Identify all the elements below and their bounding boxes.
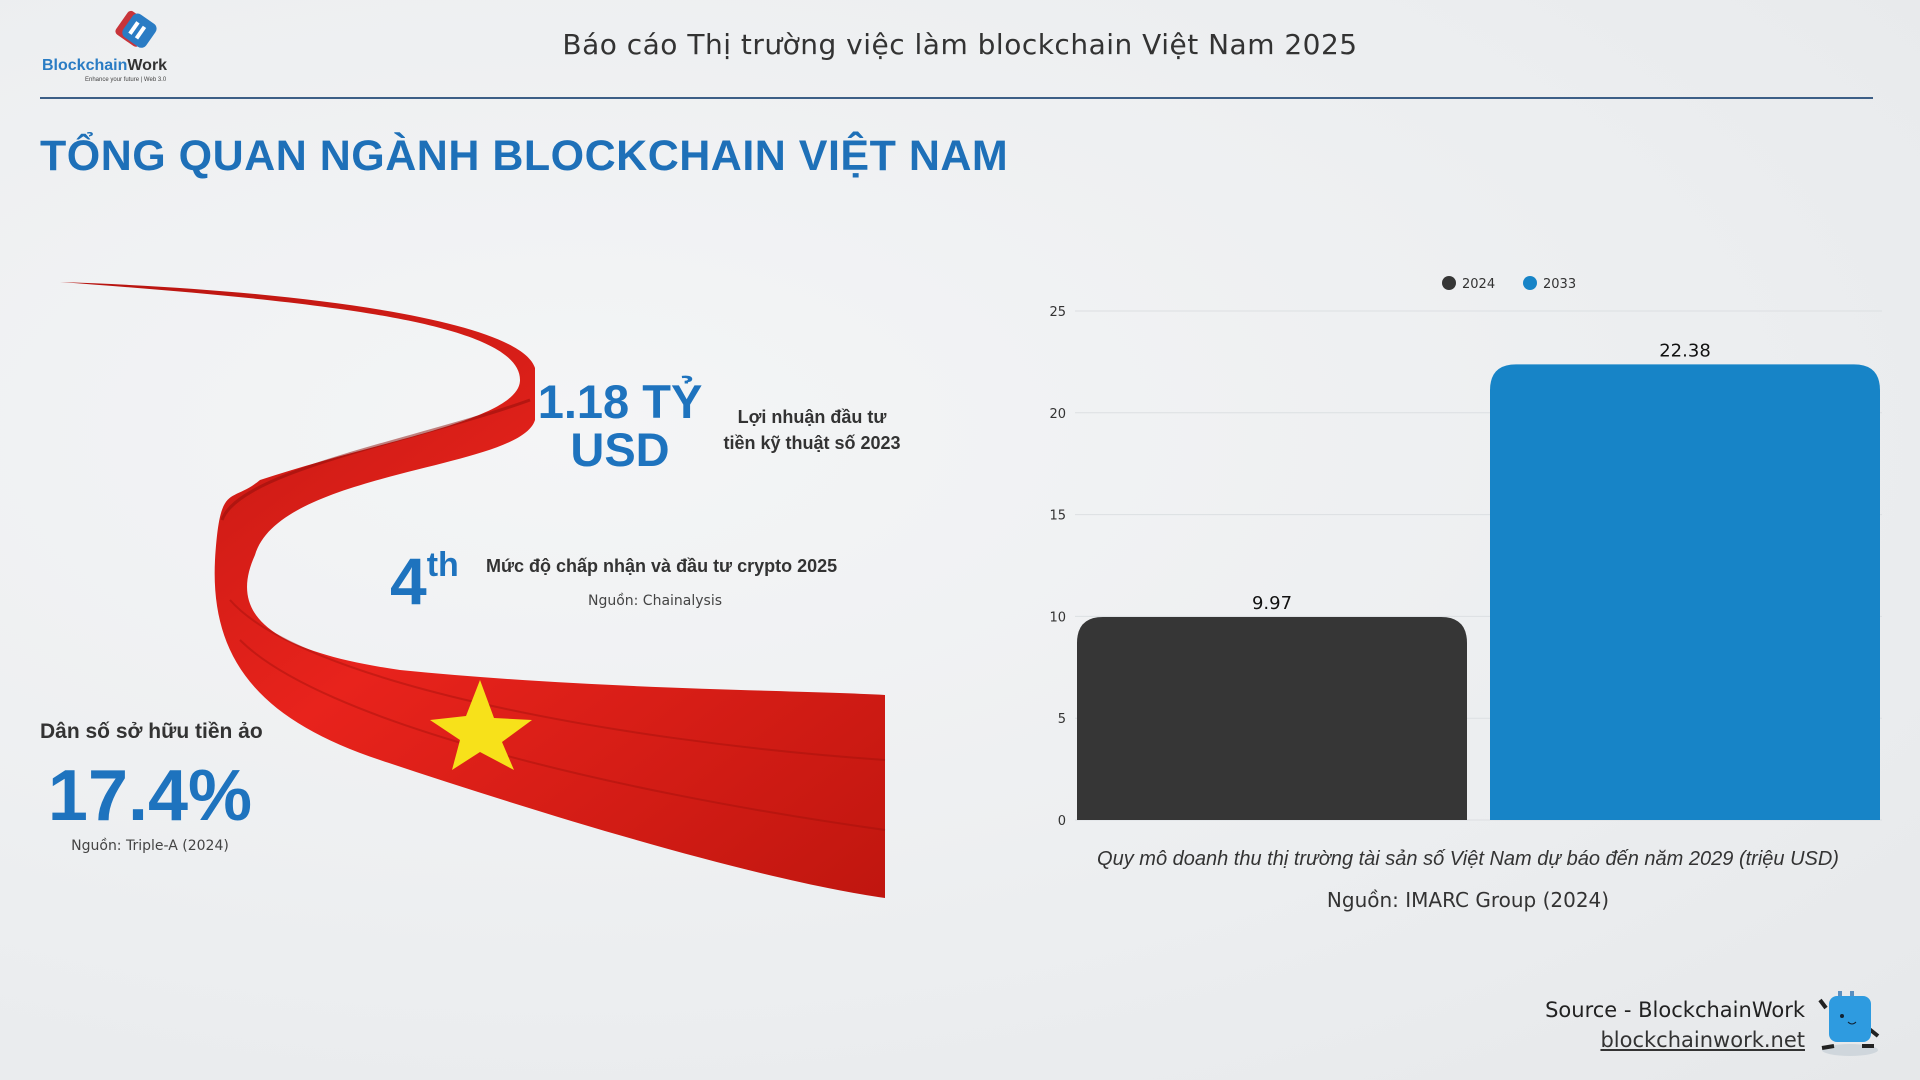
y-tick-label: 5 bbox=[1058, 712, 1066, 727]
ownership-label: Dân số sở hữu tiền ảo bbox=[40, 720, 263, 743]
rank-number: 4 bbox=[390, 544, 427, 618]
profit-stat-value: 1.18 TỶ USD bbox=[535, 378, 705, 474]
profit-value-line2: USD bbox=[570, 423, 670, 476]
footer-source: Source - BlockchainWork bbox=[1545, 998, 1805, 1022]
mascot-icon bbox=[1818, 991, 1880, 1056]
header-divider bbox=[40, 97, 1873, 99]
y-tick-label: 20 bbox=[1049, 407, 1066, 422]
legend-marker bbox=[1442, 276, 1456, 290]
y-tick-label: 15 bbox=[1049, 509, 1066, 524]
profit-label-line2: tiền kỹ thuật số 2023 bbox=[723, 433, 901, 453]
rank-stat-value: 4th bbox=[390, 530, 459, 616]
y-tick-label: 10 bbox=[1049, 610, 1066, 625]
page-title: TỔNG QUAN NGÀNH BLOCKCHAIN VIỆT NAM bbox=[40, 132, 1009, 180]
y-tick-label: 25 bbox=[1049, 305, 1066, 320]
rank-source: Nguồn: Chainalysis bbox=[587, 593, 723, 609]
data-label: 22.38 bbox=[1659, 340, 1711, 361]
legend-label: 2024 bbox=[1462, 277, 1495, 292]
svg-text:Enhance your future | Web 3.0: Enhance your future | Web 3.0 bbox=[85, 77, 167, 83]
profit-stat-label: Lợi nhuận đầu tư tiền kỹ thuật số 2023 bbox=[712, 404, 912, 456]
ownership-value: 17.4% bbox=[47, 756, 253, 836]
profit-label-line1: Lợi nhuận đầu tư bbox=[737, 407, 887, 427]
flag-star-icon bbox=[430, 680, 532, 770]
logo-mark-icon: BlockchainWork Enhance your future | Web… bbox=[42, 10, 167, 83]
y-tick-label: 0 bbox=[1058, 814, 1066, 829]
blockchainwork-logo[interactable]: BlockchainWork Enhance your future | Web… bbox=[40, 10, 180, 85]
footer-link[interactable]: blockchainwork.net bbox=[1600, 1028, 1805, 1052]
ownership-source: Nguồn: Triple-A (2024) bbox=[71, 838, 229, 854]
rank-suffix: th bbox=[426, 546, 459, 584]
profit-value-line1: 1.18 TỶ bbox=[537, 375, 703, 428]
chart-caption: Quy mô doanh thu thị trường tài sản số V… bbox=[1097, 848, 1839, 870]
chart-source: Nguồn: IMARC Group (2024) bbox=[1326, 888, 1610, 912]
report-title: Báo cáo Thị trường việc làm blockchain V… bbox=[562, 28, 1358, 61]
vietnam-flag-ribbon bbox=[60, 282, 886, 898]
rank-stat-label: Mức độ chấp nhận và đầu tư crypto 2025 bbox=[486, 556, 838, 576]
svg-text:BlockchainWork: BlockchainWork bbox=[42, 57, 167, 74]
legend-marker bbox=[1523, 276, 1537, 290]
data-label: 9.97 bbox=[1252, 593, 1292, 614]
bar-2024 bbox=[1077, 617, 1467, 820]
bar-2033 bbox=[1490, 364, 1880, 820]
legend-label: 2033 bbox=[1543, 277, 1576, 292]
revenue-bar-chart: 0 5 10 15 20 25 9.97 22.38 2024 2033 bbox=[1049, 276, 1882, 829]
